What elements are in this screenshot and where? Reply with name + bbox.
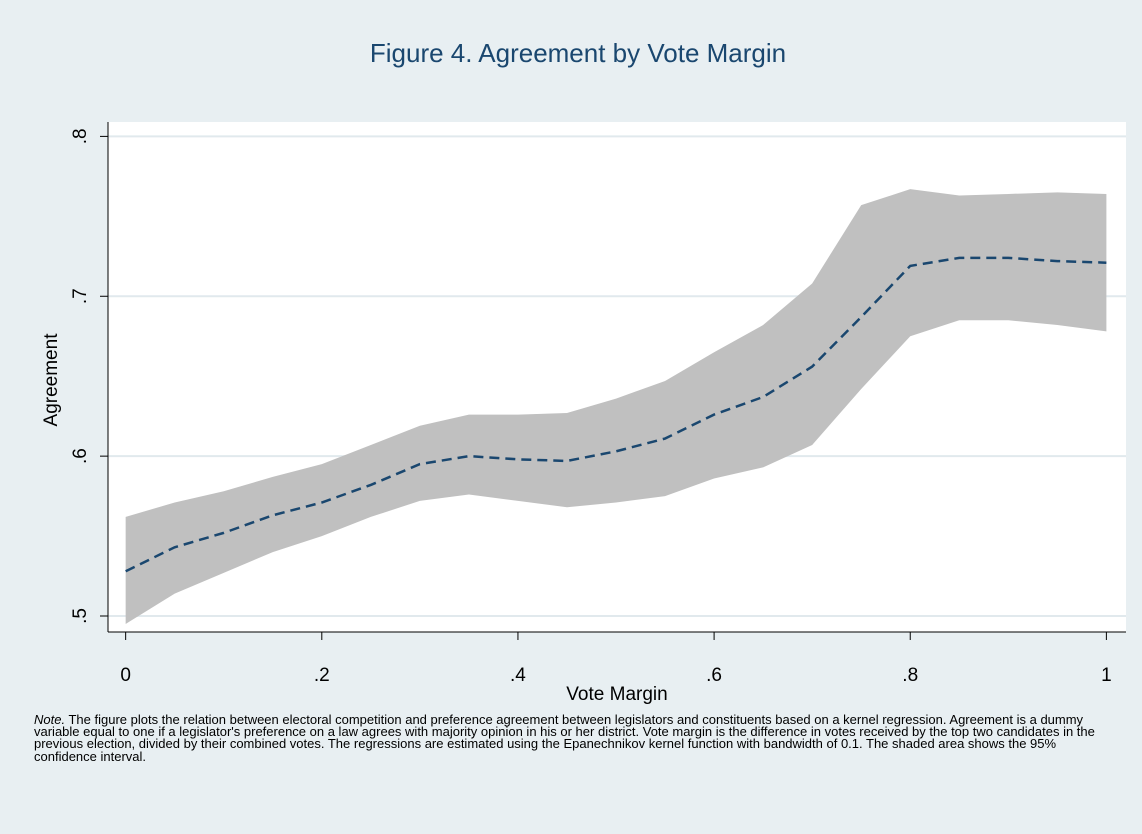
chart-title: Figure 4. Agreement by Vote Margin: [370, 38, 786, 68]
x-tick-label: 1: [1101, 665, 1112, 686]
x-axis-label: Vote Margin: [566, 684, 667, 705]
x-tick-label: 0: [120, 665, 131, 686]
note: Note. The figure plots the relation betw…: [34, 712, 1114, 764]
x-tick-label: .2: [314, 665, 330, 686]
note-label: Note.: [34, 712, 66, 727]
x-tick-label: .6: [706, 665, 722, 686]
chart: Figure 4. Agreement by Vote Margin Vote …: [41, 38, 1126, 705]
y-axis-label: Agreement: [41, 333, 62, 427]
y-tick-label: .8: [70, 128, 91, 144]
y-tick-label: .7: [70, 288, 91, 304]
x-tick-label: .8: [902, 665, 918, 686]
x-tick-label: .4: [510, 665, 526, 686]
y-tick-label: .5: [70, 608, 91, 624]
note-text: The figure plots the relation between el…: [34, 712, 1095, 764]
confidence-band: [125, 189, 1107, 625]
fit-line: [125, 256, 1107, 573]
y-tick-label: .6: [70, 448, 91, 464]
